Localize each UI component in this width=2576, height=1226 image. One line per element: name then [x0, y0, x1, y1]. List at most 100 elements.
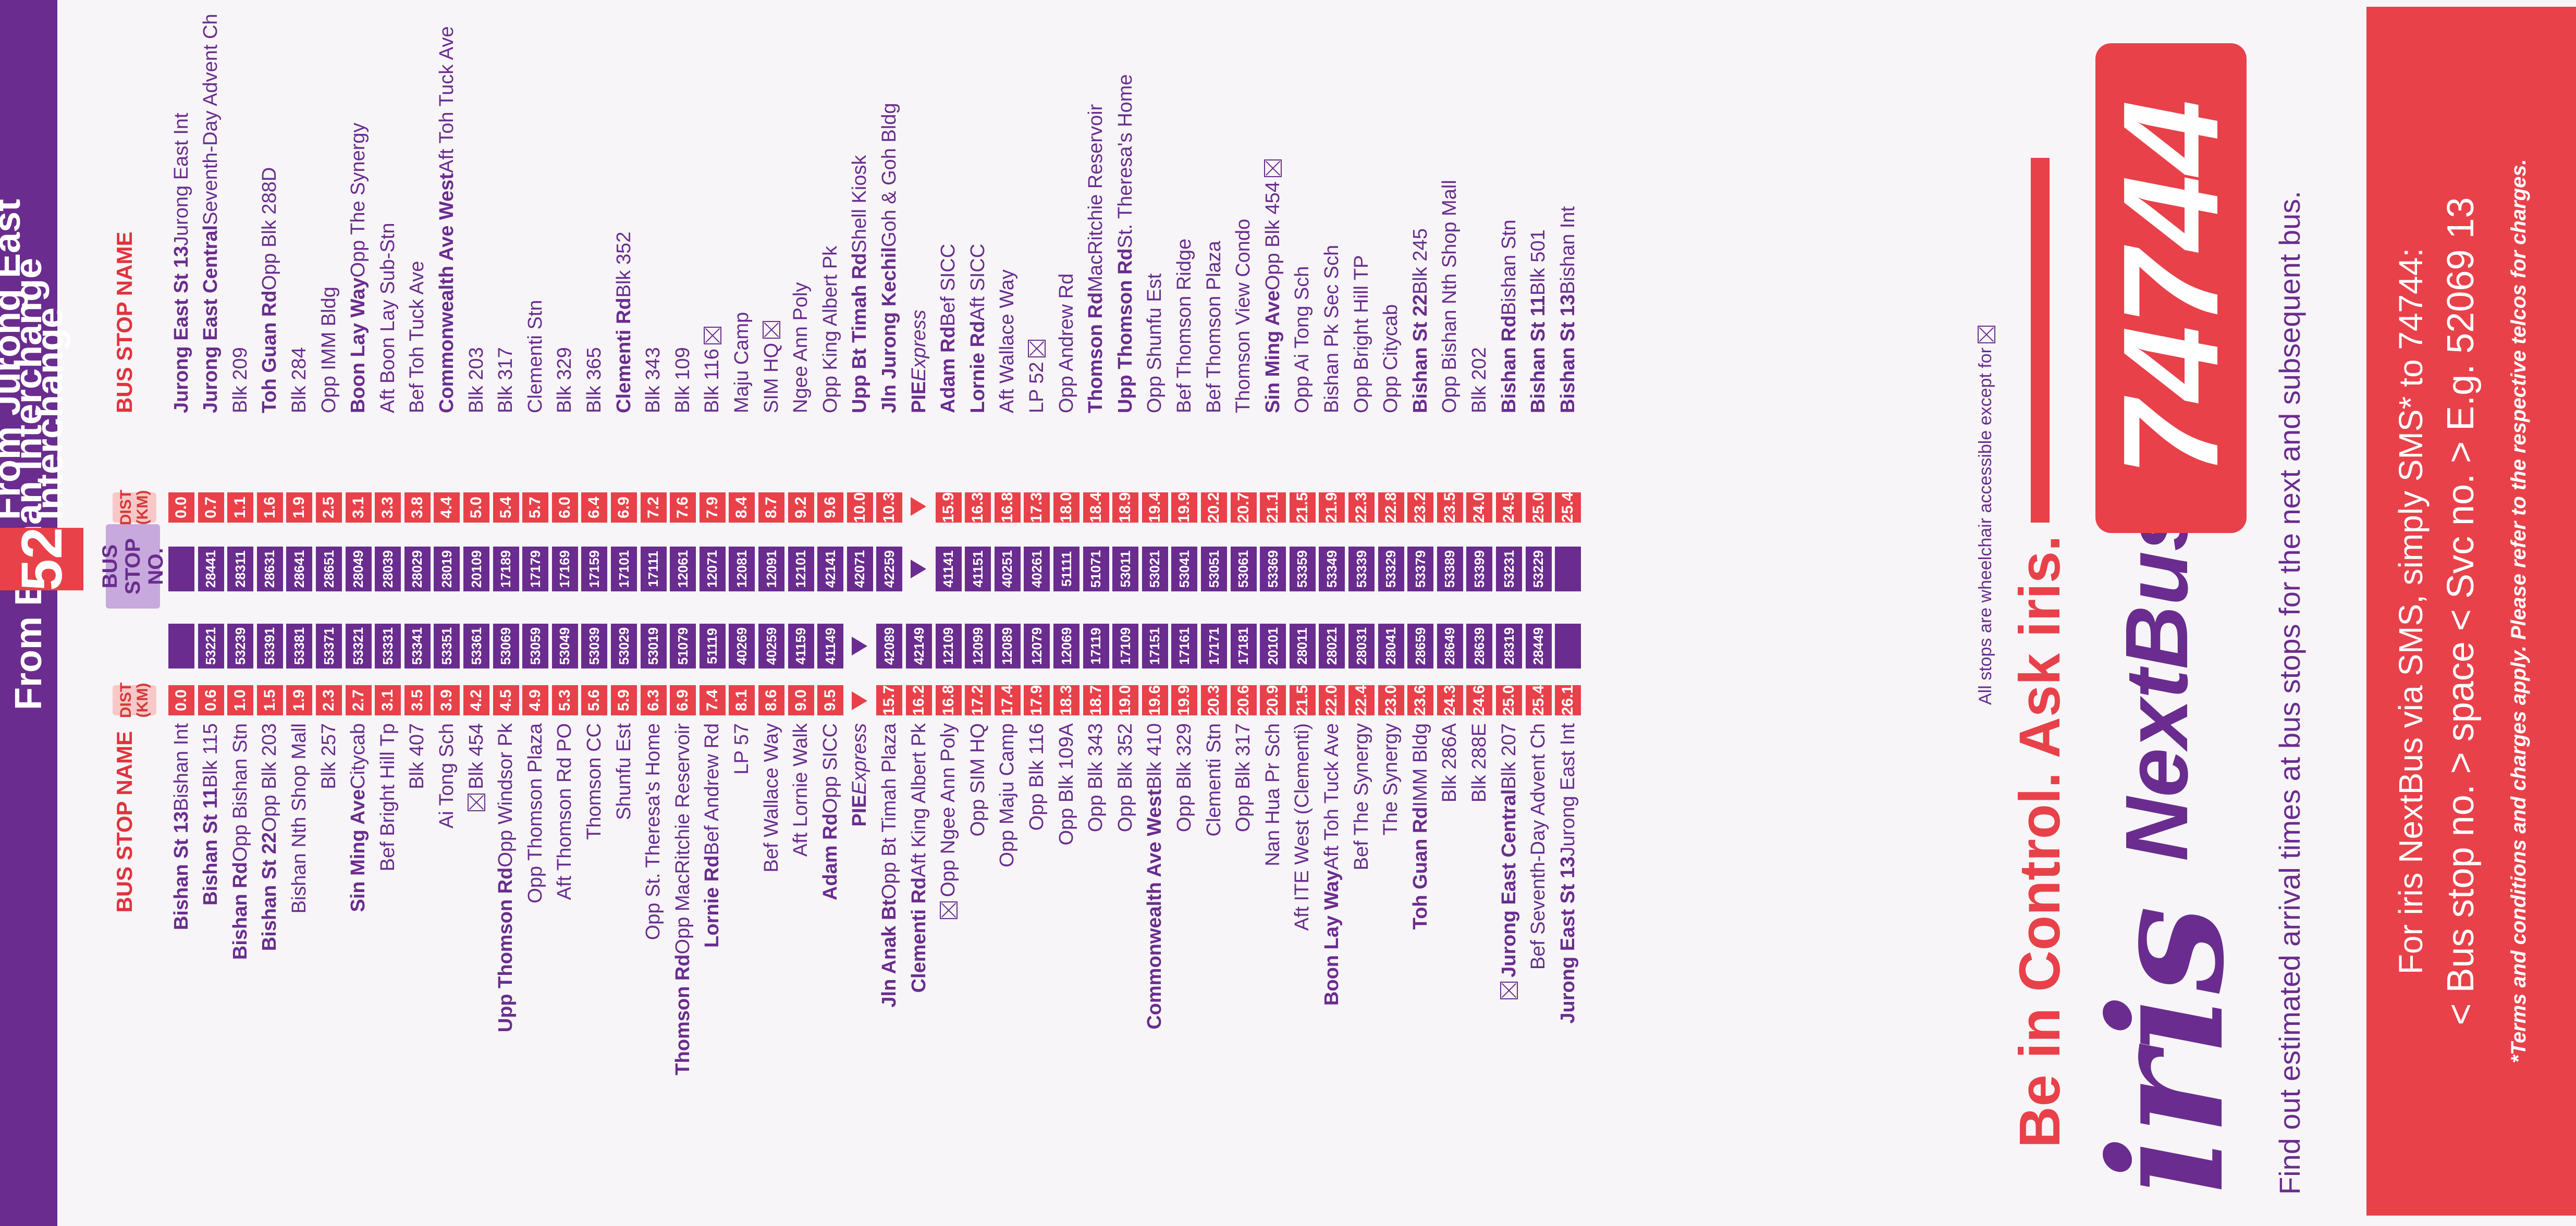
jurong-stop-number: 53389 [1437, 547, 1463, 591]
jurong-stop-desc: Seventh-Day Advent Ch [200, 14, 222, 225]
jurong-road-name: Lornie Rd [966, 320, 989, 413]
jurong-stop-desc: Blk 202 [1468, 347, 1490, 413]
bishan-stop-desc: Opp MacRitchie Reservoir [671, 723, 694, 955]
jurong-distance: 5.7 [522, 492, 549, 523]
jurong-stop-number: 53369 [1260, 547, 1286, 591]
jurong-stop-number: 53399 [1466, 547, 1493, 591]
jurong-stop-number: 28441 [198, 547, 224, 591]
jurong-distance: 3.1 [345, 492, 372, 523]
bishan-stop-desc: Opp SICC [819, 723, 841, 814]
bishan-stop-number: 42149 [906, 624, 932, 668]
bishan-stop-desc: Opp Bt Timah Plaza [878, 723, 900, 899]
bishan-stop-name: Opp Blk 352 [1111, 723, 1140, 832]
jurong-road-name: Bishan St 13 [1556, 294, 1579, 413]
jurong-stop-number: 17169 [551, 547, 578, 591]
jurong-stop-number [1555, 547, 1581, 591]
bishan-distance: 4.2 [463, 685, 489, 715]
jurong-distance: 5.0 [463, 492, 489, 523]
jurong-stop-desc: Shell Kiosk [849, 155, 871, 253]
not-accessible-icon [703, 327, 721, 345]
jurong-stop-number: 28641 [286, 547, 313, 591]
jurong-distance: 10.0 [847, 492, 873, 523]
promo-description: Find out estimated arrival times at bus … [2273, 191, 2306, 1195]
jurong-stop-number: 28019 [434, 547, 460, 591]
bishan-stop-name: Ai Tong Sch [432, 723, 461, 828]
bishan-stop-name: Clementi Rd Aft King Albert Pk [904, 723, 934, 993]
bishan-distance: 5.6 [581, 685, 608, 715]
bishan-stop-desc: Clementi Stn [1203, 723, 1225, 837]
bishan-stop-number: 51079 [670, 624, 696, 668]
jurong-stop-number: 12061 [670, 547, 696, 591]
bishan-stop-number [168, 624, 194, 668]
jurong-stop-name: Blk 202 [1465, 347, 1494, 413]
bishan-stop-number: 12089 [994, 624, 1021, 668]
jurong-distance: 9.2 [788, 492, 814, 523]
bishan-stop-desc: LP 57 [730, 723, 753, 775]
iris-logo: iris [2075, 906, 2259, 1195]
not-accessible-icon [1500, 981, 1518, 999]
jurong-stop-desc: Blk 116 [701, 349, 723, 413]
jurong-stop-desc: Blk 109 [671, 347, 694, 413]
bishan-stop-name: Opp Thomson Plaza [521, 723, 550, 903]
bishan-distance: 1.5 [256, 685, 283, 715]
jurong-stop-number: 51111 [1053, 547, 1080, 591]
jurong-stop-number: 40261 [1024, 547, 1050, 591]
bishan-stop-desc: Aft Lornie Walk [790, 723, 812, 857]
bishan-stop-desc: Opp Ngee Ann Poly [937, 723, 960, 897]
bishan-distance: 5.9 [611, 685, 637, 715]
bishan-stop-name: Bishan St 13 Bishan Int [167, 723, 196, 930]
bishan-stop-desc: Citycab [347, 723, 370, 789]
express-arrow-icon [851, 637, 867, 655]
bishan-stop-desc: Opp SIM HQ [966, 723, 989, 837]
bishan-distance: 18.3 [1053, 685, 1080, 715]
jurong-stop-desc: Blk 203 [465, 347, 487, 413]
bishan-distance: 0.6 [198, 685, 224, 715]
jurong-stop-desc: Blk 329 [554, 347, 576, 413]
bishan-road-name: Jln Anak Bt [878, 899, 900, 1008]
bishan-stop-desc: Opp Maju Camp [996, 723, 1019, 868]
bishan-distance: 20.6 [1230, 685, 1257, 715]
bishan-stop-desc: Opp Blk 329 [1173, 723, 1195, 833]
bishan-stop-desc: Bishan Int [170, 723, 192, 811]
jurong-stop-name: LP 52 [1022, 336, 1051, 413]
bishan-distance: 23.6 [1407, 685, 1434, 715]
express-arrow-icon [851, 691, 867, 710]
jurong-stop-desc: Goh & Goh Bldg [878, 103, 900, 247]
bishan-stop-number: 53351 [434, 624, 460, 668]
bishan-stop-number: 51119 [699, 624, 726, 668]
jurong-stop-number: 40251 [994, 547, 1021, 591]
bishan-stop-name: LP 57 [727, 723, 756, 775]
bishan-distance: 2.7 [345, 685, 372, 715]
jurong-distance: 24.5 [1496, 492, 1522, 523]
not-accessible-icon [939, 901, 958, 919]
bishan-distance: 1.0 [227, 685, 254, 715]
bishan-stop-desc: Aft ITE West (Clementi) [1291, 723, 1314, 931]
bishan-road-name: Jurong East St 13 [1556, 856, 1579, 1024]
jurong-stop-desc: Blk 284 [288, 347, 310, 413]
jurong-stop-desc: Ngee Ann Poly [790, 282, 812, 413]
jurong-road-name: Toh Guan Rd [259, 290, 281, 413]
bishan-stop-number: 53331 [375, 624, 401, 668]
jurong-stop-desc: Opp Bishan Nth Shop Mall [1439, 180, 1461, 413]
bishan-distance: 22.4 [1348, 685, 1375, 715]
jurong-stop-desc: MacRitchie Reservoir [1085, 104, 1107, 292]
jurong-stop-desc: Opp King Albert Pk [819, 245, 841, 413]
bishan-stop-number: 12079 [1024, 624, 1050, 668]
bishan-stop-name: Boon Lay Way Aft Toh Tuck Ave [1317, 723, 1346, 1006]
bishan-distance: 23.0 [1378, 685, 1404, 715]
bishan-dist-header: DIST (KM) [113, 683, 156, 718]
bishan-road-name: PIE [849, 795, 871, 827]
bishan-stop-name: Clementi Stn [1199, 723, 1229, 837]
not-accessible-icon [468, 793, 485, 811]
bishan-stop-desc: Jurong East Int [1556, 723, 1579, 857]
jurong-distance: 2.5 [316, 492, 342, 523]
bishan-stop-number: 53381 [286, 624, 313, 668]
jurong-distance: 18.0 [1053, 492, 1080, 523]
bishan-road-name: Bishan Rd [229, 862, 251, 960]
bishan-stop-name: Bef Bright Hill Tp [373, 723, 402, 871]
jurong-stop-name: Jln Jurong Kechil Goh & Goh Bldg [875, 103, 904, 413]
accessibility-note: All stops are wheelchair accessible exce… [1976, 321, 1996, 705]
jurong-stop-number: 28029 [404, 547, 431, 591]
bishan-stop-name: Thomson CC [580, 723, 609, 840]
